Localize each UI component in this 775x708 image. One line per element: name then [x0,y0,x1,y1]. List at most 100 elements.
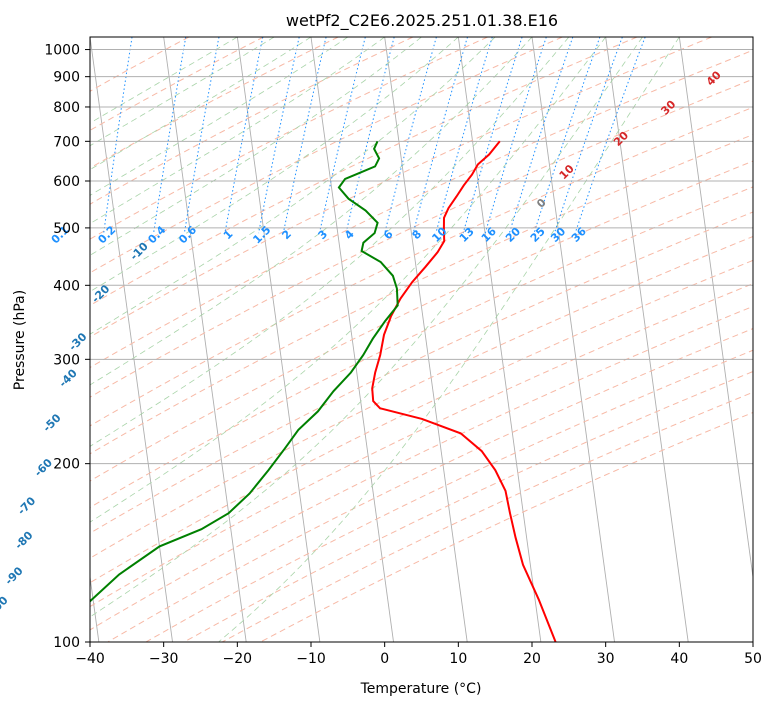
line-labels: -100-90-80-70-60-50-40-30-20-100.1 0.2 0.4… [0,68,724,622]
dry-adiabat-label: 30 [658,97,678,117]
moist-adiabat-line [90,37,422,256]
mixing-ratio-line [345,37,395,234]
moist-adiabat-line [90,37,349,196]
dry-adiabat-line [90,305,753,631]
y-tick-label: 200 [53,457,80,473]
y-axis: 1000 900 800 700 600 500 400 300 200 100 [44,43,90,651]
mixing-ratio-line [412,37,468,234]
x-axis: −40 −30 −20 −10 0 10 20 30 40 50 [75,642,762,667]
y-tick-label: 900 [53,70,80,86]
moist-adiabat-line [90,37,459,293]
y-tick-label: 800 [53,100,80,116]
dry-adiabat-line [183,370,753,642]
x-axis-title: Temperature (°C) [360,681,482,697]
moist-adiabat-line [90,37,385,225]
isotherm-line [384,37,468,642]
isotherm-line [457,37,542,642]
mixing-ratio-label: 8 [410,228,425,243]
moist-adiabat-line [90,37,607,523]
mixing-ratio-label: 4 [342,227,357,242]
mixing-ratio-line [508,37,574,234]
x-tick-label: 20 [523,651,541,667]
dry-adiabat-line [90,37,563,274]
mixing-ratio-label: 1 [221,228,236,243]
dry-adiabat-line [90,37,264,131]
y-axis-title: Pressure (hPa) [12,290,28,390]
x-tick-label: 30 [597,651,615,667]
mixing-ratio-line [153,37,187,234]
x-tick-label: 50 [744,651,762,667]
y-tick-label: 100 [53,635,80,651]
x-tick-label: −20 [223,651,253,667]
dry-adiabat-label: 10 [557,162,577,182]
mixing-ratio-line [103,37,133,234]
mixing-ratio-line [224,37,264,234]
mixing-ratio-line [282,37,327,234]
mixing-ratio-label: 2 [279,228,294,243]
chart-title: wetPf2_C2E6.2025.251.01.38.E16 [286,11,558,31]
moist-adiabat-label: -90 [2,564,25,587]
moist-adiabat-label: -70 [15,494,38,517]
mixing-ratio-line [258,37,300,234]
x-tick-label: −30 [149,651,179,667]
background-lines [90,37,753,642]
moist-adiabat-line [90,37,570,447]
dry-adiabat-line [90,37,488,240]
dry-adiabat-line [90,259,753,584]
mixing-ratio-label: 0.6 [176,223,199,246]
dry-adiabat-line [90,37,712,338]
mixing-ratio-label: 0.4 [145,223,168,246]
mixing-ratio-line [554,37,623,234]
mixing-ratio-line [484,37,547,234]
moist-adiabat-line [90,37,533,386]
y-tick-label: 500 [53,221,80,237]
dry-adiabat-line [90,160,753,482]
dry-adiabat-line [90,106,753,427]
mixing-ratio-line [384,37,437,234]
plot-area: -100-90-80-70-60-50-40-30-20-100.1 0.2 0.4… [0,36,754,643]
y-tick-label: 400 [53,278,80,294]
mixing-ratio-label: 0.2 [95,223,118,246]
dry-adiabat-line [260,411,753,642]
y-tick-label: 600 [53,174,80,190]
mixing-ratio-line [533,37,601,234]
moist-adiabat-label: -10 [128,240,151,263]
x-tick-label: 40 [670,651,688,667]
sounding-series [90,140,557,642]
plot-frame [89,36,754,643]
zero-label: 0 [534,196,549,211]
dry-adiabat-line [145,349,753,642]
dry-adiabat-label: 20 [611,129,631,149]
dry-adiabat-line [90,283,753,608]
dry-adiabat-line [90,211,753,534]
isotherm-line [90,37,173,642]
dewpoint-line [90,140,399,603]
mixing-ratio-line [574,37,646,234]
x-tick-label: 0 [380,651,389,667]
moist-adiabat-line [90,37,643,618]
moist-adiabat-label: -60 [32,456,55,479]
moist-adiabat-label: -40 [56,366,79,389]
isotherm-line [236,37,321,642]
mixing-ratio-label: 1.5 [250,223,273,246]
y-tick-label: 700 [53,134,80,150]
dry-adiabat-line [90,37,414,205]
moist-adiabat-line [90,37,238,124]
x-tick-label: −40 [75,651,105,667]
dry-adiabat-line [90,235,753,559]
mixing-ratio-line [435,37,493,234]
moist-adiabat-label: -50 [40,411,63,434]
mixing-ratio-line [183,37,220,234]
isotherm-line [531,37,615,642]
isotherm-line [163,37,247,642]
dry-adiabat-label: 40 [704,68,724,88]
dry-adiabat-line [90,37,638,307]
mixing-ratio-label: 6 [381,227,396,242]
y-tick-label: 300 [53,352,80,368]
isotherm-line [678,37,753,581]
moist-adiabat-line [90,37,496,335]
dry-adiabat-line [90,49,753,369]
mixing-ratio-line [318,37,366,234]
moist-adiabat-label: -30 [66,330,89,353]
moist-adiabat-label: -100 [0,594,11,623]
